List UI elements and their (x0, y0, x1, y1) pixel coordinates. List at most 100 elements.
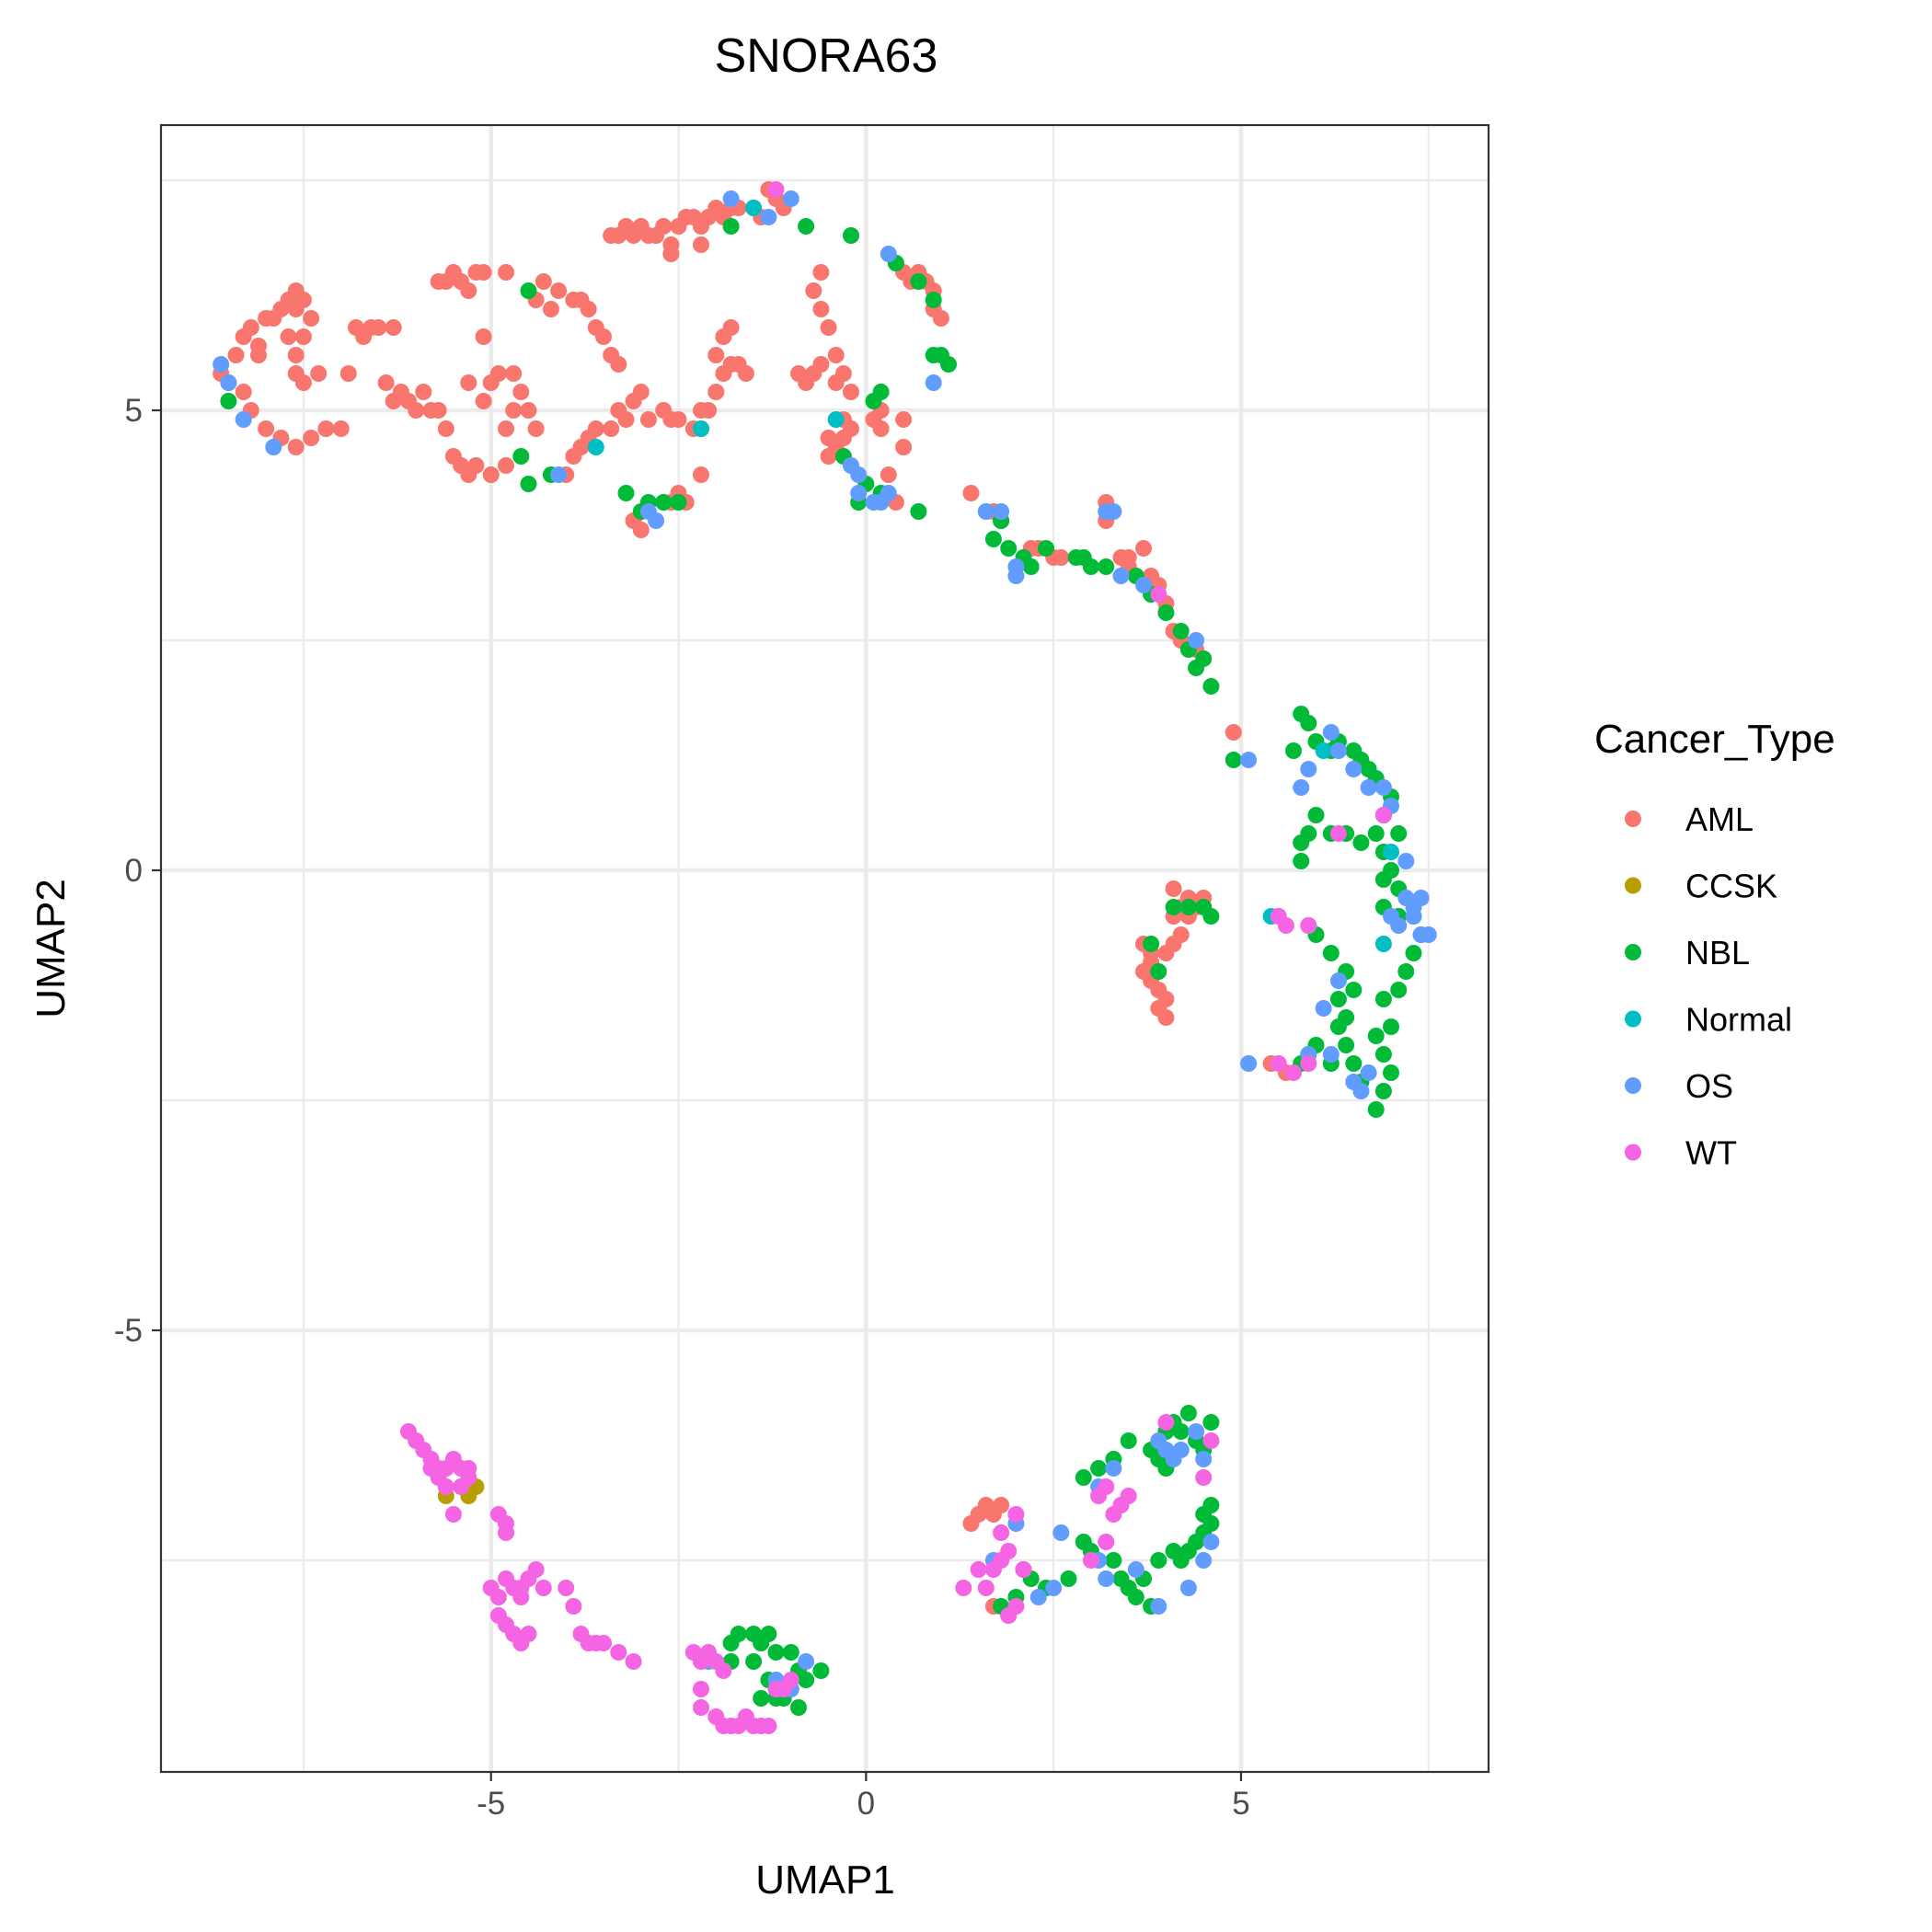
point-nbl (1060, 1570, 1077, 1587)
point-wt (625, 1653, 642, 1670)
point-os (1240, 1055, 1258, 1072)
point-normal (827, 411, 845, 428)
point-wt (1374, 807, 1392, 823)
plot-panel (161, 125, 1489, 1772)
point-wt (1277, 917, 1294, 934)
point-wt (1000, 1607, 1018, 1624)
point-aml (385, 319, 402, 336)
point-aml (895, 439, 913, 455)
point-os (1135, 577, 1152, 593)
point-aml (587, 420, 604, 437)
point-os (1322, 1046, 1340, 1063)
point-nbl (1307, 807, 1325, 823)
point-aml (1150, 1000, 1167, 1017)
point-os (1112, 568, 1130, 584)
point-nbl (1390, 982, 1408, 998)
point-os (850, 485, 868, 501)
point-nbl (1345, 1055, 1363, 1072)
point-wt (693, 1699, 709, 1716)
point-nbl (1172, 1423, 1190, 1440)
point-nbl (1172, 623, 1190, 639)
point-aml (632, 384, 650, 400)
point-wt (1300, 917, 1317, 934)
point-os (1052, 1524, 1070, 1541)
legend-title: Cancer_Type (1594, 717, 1835, 762)
point-nbl (655, 494, 673, 511)
point-wt (1300, 1055, 1317, 1072)
point-wt (595, 1635, 612, 1651)
point-nbl (1374, 1046, 1392, 1063)
data-points (213, 181, 1437, 1734)
point-aml (475, 393, 492, 409)
point-nbl (1293, 853, 1310, 869)
point-nbl (1202, 1414, 1220, 1431)
point-aml (595, 328, 612, 345)
point-os (1315, 1000, 1332, 1017)
point-normal (1315, 742, 1332, 759)
point-nbl (1329, 991, 1347, 1007)
point-os (213, 356, 230, 373)
point-nbl (1374, 1083, 1392, 1099)
point-os (925, 374, 942, 391)
point-os (1098, 1570, 1115, 1587)
point-aml (1172, 926, 1190, 943)
point-wt (767, 181, 785, 198)
point-os (880, 246, 897, 262)
point-aml (250, 347, 267, 363)
point-wt (955, 1580, 972, 1596)
point-wt (520, 1626, 537, 1642)
point-nbl (1022, 558, 1040, 575)
point-aml (962, 485, 980, 501)
point-nbl (1367, 1101, 1385, 1118)
point-normal (745, 200, 763, 216)
point-wt (1285, 1064, 1302, 1081)
point-nbl (722, 218, 740, 235)
point-aml (550, 282, 568, 299)
point-wt (1000, 1543, 1018, 1559)
legend-label-os: OS (1685, 1067, 1733, 1105)
legend-key-normal (1625, 1010, 1641, 1028)
point-nbl (1352, 834, 1370, 851)
point-aml (662, 246, 680, 262)
point-aml (460, 282, 477, 299)
point-nbl (617, 485, 635, 501)
point-aml (258, 420, 275, 437)
point-normal (587, 439, 604, 455)
point-os (1300, 761, 1317, 777)
point-os (1172, 1442, 1190, 1458)
x-axis-title: UMAP1 (755, 1857, 895, 1903)
point-nbl (925, 292, 942, 308)
point-aml (603, 420, 620, 437)
point-wt (1098, 1534, 1115, 1550)
point-aml (707, 347, 725, 363)
point-aml (827, 347, 845, 363)
point-aml (475, 328, 492, 345)
point-wt (1082, 1552, 1099, 1569)
x-tick-label: -5 (477, 1786, 505, 1822)
point-aml (843, 384, 859, 400)
point-os (843, 457, 859, 474)
legend: Cancer_Type AML CCSK NBL Normal OS WT (1594, 717, 1835, 1172)
point-wt (1098, 1478, 1115, 1495)
point-nbl (1367, 825, 1385, 842)
point-os (1188, 1423, 1205, 1440)
point-os (782, 190, 799, 207)
point-aml (467, 457, 485, 474)
legend-key-os (1625, 1077, 1641, 1094)
point-wt (512, 1580, 530, 1596)
point-os (977, 503, 995, 520)
point-nbl (1202, 1497, 1220, 1513)
point-aml (895, 411, 913, 428)
point-os (993, 503, 1010, 520)
x-tick-label: 0 (857, 1786, 875, 1822)
chart-title: SNORA63 (715, 29, 938, 83)
point-aml (812, 356, 830, 373)
point-aml (1052, 549, 1070, 566)
point-wt (1195, 1469, 1213, 1486)
point-aml (580, 301, 597, 317)
point-wt (1150, 586, 1167, 603)
point-os (1127, 1561, 1144, 1578)
point-nbl (1075, 1469, 1092, 1486)
point-os (1360, 1064, 1377, 1081)
